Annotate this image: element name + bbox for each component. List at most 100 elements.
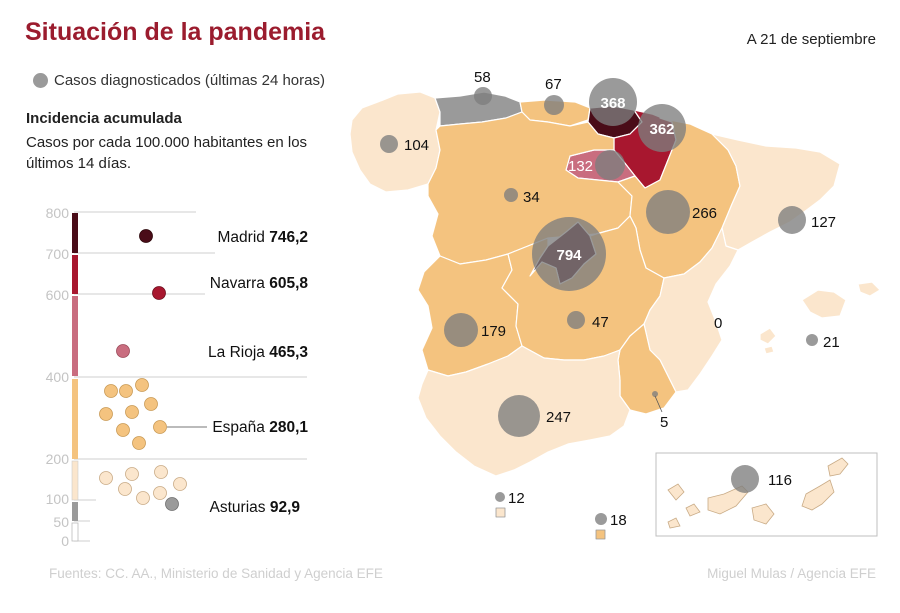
dot-region bbox=[132, 436, 146, 450]
bubble-navarra bbox=[638, 104, 686, 152]
dot-region bbox=[136, 491, 150, 505]
tick-label: 400 bbox=[46, 369, 70, 385]
case-bubbles bbox=[380, 78, 818, 525]
bubble-ceuta bbox=[495, 492, 505, 502]
tick-label: 0 bbox=[61, 533, 69, 549]
bubble-castilla-mancha bbox=[567, 311, 585, 329]
bubble-baleares bbox=[806, 334, 818, 346]
bubble-canarias bbox=[731, 465, 759, 493]
credit-footer: Miguel Mulas / Agencia EFE bbox=[707, 566, 876, 581]
canarias-inset bbox=[655, 452, 878, 537]
incidence-title: Incidencia acumulada bbox=[26, 110, 182, 127]
dot-region bbox=[104, 384, 118, 398]
bubble-castilla-leon bbox=[504, 188, 518, 202]
cases-label-castilla-leon: 34 bbox=[523, 189, 540, 206]
dot-espana bbox=[153, 420, 167, 434]
dot-region bbox=[153, 486, 167, 500]
bubble-cantabria bbox=[544, 95, 564, 115]
cases-label-rioja: 132 bbox=[568, 158, 593, 175]
cases-label-navarra: 362 bbox=[649, 121, 674, 138]
dot-region bbox=[125, 467, 139, 481]
bubble-aragon bbox=[646, 190, 690, 234]
island-la-palma bbox=[667, 483, 685, 501]
scale-band-0-50 bbox=[71, 522, 79, 542]
dot-region bbox=[116, 423, 130, 437]
cases-label-melilla: 18 bbox=[610, 512, 627, 529]
scale-band-100-200 bbox=[71, 460, 79, 501]
cases-label-extremadura: 179 bbox=[481, 323, 506, 340]
bubble-legend: Casos diagnosticados (últimas 24 horas) bbox=[33, 72, 325, 89]
bubble-rioja bbox=[595, 150, 625, 180]
bubble-madrid bbox=[532, 217, 606, 291]
bubble-melilla bbox=[595, 513, 607, 525]
page-title: Situación de la pandemia bbox=[25, 18, 326, 46]
tick-label: 600 bbox=[46, 287, 70, 303]
island-lanzarote bbox=[827, 457, 849, 477]
highlight-espana: España 280,1 bbox=[212, 419, 308, 436]
dot-region bbox=[118, 482, 132, 496]
highlight-navarra: Navarra 605,8 bbox=[210, 275, 309, 292]
region-ceuta bbox=[495, 507, 506, 518]
cases-label-aragon: 266 bbox=[692, 205, 717, 222]
scale-band-700-800 bbox=[72, 213, 78, 253]
region-valencia bbox=[643, 227, 739, 393]
dot-region bbox=[154, 465, 168, 479]
dot-navarra bbox=[152, 286, 166, 300]
region-ibiza bbox=[759, 327, 777, 345]
region-menorca bbox=[857, 281, 881, 297]
tick-label: 700 bbox=[46, 246, 70, 262]
scale-band-50-100 bbox=[72, 502, 78, 521]
cases-label-canarias: 116 bbox=[768, 472, 792, 489]
cases-label-pais-vasco: 368 bbox=[600, 95, 625, 112]
dot-region bbox=[125, 405, 139, 419]
dot-asturias bbox=[165, 497, 179, 511]
cases-label-baleares: 21 bbox=[823, 334, 840, 351]
sources-footer: Fuentes: CC. AA., Ministerio de Sanidad … bbox=[49, 566, 383, 581]
highlight-rioja: La Rioja 465,3 bbox=[208, 344, 308, 361]
bubble-asturias bbox=[474, 87, 492, 105]
cases-label-murcia: 5 bbox=[660, 414, 668, 431]
highlight-asturias: Asturias 92,9 bbox=[210, 499, 301, 516]
bubble-murcia bbox=[652, 391, 658, 397]
dot-region bbox=[99, 471, 113, 485]
incidence-description: Casos por cada 100.000 habitantes en los… bbox=[26, 134, 308, 172]
cases-label-valencia: 0 bbox=[714, 315, 722, 332]
bubble-extremadura bbox=[444, 313, 478, 347]
date-label: A 21 de septiembre bbox=[746, 31, 876, 48]
island-fuerteventura bbox=[801, 479, 835, 511]
scale-band-200-400 bbox=[72, 379, 78, 459]
cases-label-castilla-mancha: 47 bbox=[592, 314, 609, 331]
dot-region bbox=[144, 397, 158, 411]
region-melilla bbox=[595, 529, 606, 540]
island-el-hierro bbox=[667, 517, 681, 529]
legend-label: Casos diagnosticados (últimas 24 horas) bbox=[54, 72, 325, 89]
tick-label: 100 bbox=[46, 491, 70, 507]
tick-label: 50 bbox=[53, 514, 69, 530]
island-la-gomera bbox=[685, 503, 701, 517]
cases-label-asturias: 58 bbox=[474, 69, 491, 86]
highlight-madrid: Madrid 746,2 bbox=[218, 229, 309, 246]
region-mallorca bbox=[801, 289, 847, 319]
murcia-connector bbox=[654, 395, 663, 413]
dot-region bbox=[99, 407, 113, 421]
dot-region bbox=[173, 477, 187, 491]
cases-label-cantabria: 67 bbox=[545, 76, 562, 93]
cases-label-galicia: 104 bbox=[404, 137, 429, 154]
cases-label-ceuta: 12 bbox=[508, 490, 525, 507]
dot-madrid bbox=[139, 229, 153, 243]
dot-region bbox=[135, 378, 149, 392]
cases-label-andalucia: 247 bbox=[546, 409, 571, 426]
cases-label-madrid: 794 bbox=[556, 247, 582, 264]
bubble-pais-vasco bbox=[589, 78, 637, 126]
tick-label: 800 bbox=[46, 205, 70, 221]
island-tenerife bbox=[707, 485, 749, 515]
dot-region bbox=[119, 384, 133, 398]
dot-rioja bbox=[116, 344, 130, 358]
region-formentera bbox=[763, 345, 775, 355]
island-gran-canaria bbox=[751, 503, 775, 525]
bubble-andalucia bbox=[498, 395, 540, 437]
bubble-galicia bbox=[380, 135, 398, 153]
scale-band-600-700 bbox=[72, 255, 78, 294]
bubble-cataluna bbox=[778, 206, 806, 234]
